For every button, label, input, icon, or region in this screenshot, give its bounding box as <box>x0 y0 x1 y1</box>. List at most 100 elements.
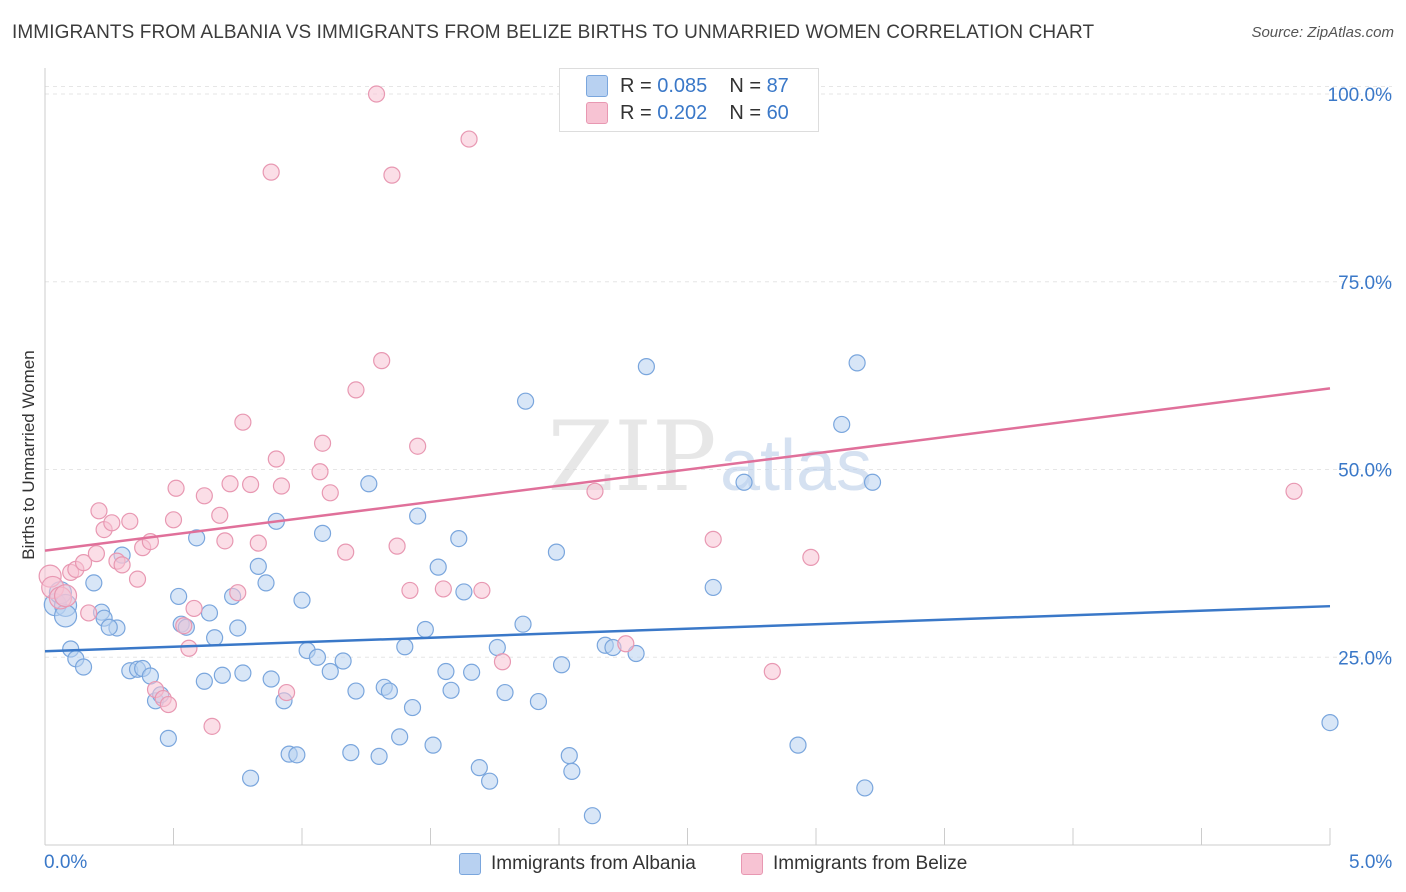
belize-point-32 <box>234 413 252 431</box>
y-tick-labels: 25.0% 50.0% 75.0% 100.0% <box>1328 85 1393 669</box>
albania-point-72 <box>563 762 581 781</box>
albania-point-69 <box>547 543 566 561</box>
albania-point-50 <box>391 728 409 746</box>
y-tick-label-1: 50.0% <box>1338 461 1392 482</box>
belize-point-14 <box>121 512 139 530</box>
albania-r-label: R = <box>620 74 652 97</box>
trend-lines <box>44 387 1331 653</box>
bottom-belize-swatch <box>741 853 763 875</box>
albania-point-23 <box>195 672 213 690</box>
belize-r-value: 0.202 <box>657 101 708 124</box>
albania-point-68 <box>529 692 548 711</box>
albania-point-30 <box>242 769 260 787</box>
belize-point-59 <box>1285 482 1303 500</box>
belize-n-value: 60 <box>766 101 789 124</box>
grid-lines <box>45 86 1392 658</box>
albania-point-71 <box>560 747 578 765</box>
bottom-legend-albania: Immigrants from Albania <box>459 850 696 878</box>
albania-point-32 <box>257 574 275 592</box>
legend-row-belize: R = 0.202 N = 60 <box>586 100 789 126</box>
albania-point-19 <box>170 587 188 606</box>
albania-point-6 <box>74 658 93 676</box>
belize-point-56 <box>704 530 722 548</box>
albania-n-label: N = <box>729 74 761 97</box>
belize-point-11 <box>103 514 121 532</box>
belize-point-30 <box>221 475 239 493</box>
albania-r-value: 0.085 <box>657 74 708 97</box>
albania-point-67 <box>516 392 535 410</box>
belize-point-45 <box>373 352 391 370</box>
belize-point-27 <box>203 717 221 735</box>
albania-point-52 <box>403 698 422 717</box>
correlation-legend: R = 0.085 N = 87 R = 0.202 N = 60 <box>559 68 819 132</box>
albania-point-40 <box>308 648 327 666</box>
albania-trend-line <box>44 604 1331 653</box>
albania-point-38 <box>293 591 311 609</box>
watermark-atlas: atlas <box>720 426 872 506</box>
albania-point-31 <box>249 557 267 575</box>
albania-point-60 <box>455 583 473 601</box>
albania-point-45 <box>347 682 365 700</box>
albania-point-77 <box>637 358 655 376</box>
belize-point-44 <box>367 85 386 103</box>
albania-point-59 <box>450 529 468 548</box>
albania-point-86 <box>100 618 118 636</box>
belize-point-49 <box>409 437 427 455</box>
albania-point-73 <box>583 807 602 825</box>
belize-point-23 <box>175 617 193 635</box>
belize-point-51 <box>460 130 478 148</box>
bottom-belize-label: Immigrants from Belize <box>773 853 968 874</box>
belize-point-54 <box>586 482 604 500</box>
belize-point-58 <box>802 548 820 566</box>
albania-point-64 <box>488 638 506 657</box>
belize-point-55 <box>617 635 635 653</box>
albania-point-56 <box>429 558 447 576</box>
albania-point-33 <box>262 670 280 688</box>
albania-points <box>43 354 1339 825</box>
albania-point-7 <box>85 574 103 592</box>
albania-n-value: 87 <box>766 74 789 97</box>
bottom-albania-label: Immigrants from Albania <box>491 853 696 874</box>
bottom-legend-belize: Immigrants from Belize <box>741 850 967 878</box>
albania-point-25 <box>206 629 224 647</box>
albania-point-66 <box>514 615 532 633</box>
albania-point-57 <box>437 662 455 681</box>
belize-point-24 <box>180 639 198 657</box>
belize-point-43 <box>347 381 365 399</box>
albania-point-43 <box>334 652 352 670</box>
belize-point-21 <box>164 511 183 529</box>
belize-point-41 <box>321 484 339 502</box>
albania-point-61 <box>463 663 481 681</box>
albania-point-29 <box>234 664 252 682</box>
belize-point-6 <box>74 554 93 572</box>
albania-point-53 <box>409 507 427 525</box>
belize-point-25 <box>185 599 203 618</box>
albania-point-54 <box>416 620 434 639</box>
albania-point-63 <box>481 772 499 790</box>
belize-point-42 <box>337 543 355 561</box>
albania-point-28 <box>229 619 247 637</box>
belize-point-39 <box>311 463 329 481</box>
belize-point-22 <box>167 479 185 497</box>
belize-point-50 <box>434 580 452 598</box>
belize-point-33 <box>242 475 260 494</box>
belize-r-label: R = <box>620 101 652 124</box>
albania-point-51 <box>396 638 414 656</box>
albania-point-65 <box>496 683 514 702</box>
belize-point-52 <box>473 581 491 600</box>
albania-point-47 <box>370 747 388 765</box>
legend-row-albania: R = 0.085 N = 87 <box>586 73 789 99</box>
y-tick-label-0: 25.0% <box>1338 648 1392 669</box>
belize-n-label: N = <box>729 101 761 124</box>
belize-point-47 <box>388 537 406 555</box>
x-tick-max: 5.0% <box>1349 852 1393 873</box>
albania-point-22 <box>188 529 206 547</box>
belize-point-35 <box>262 163 280 181</box>
albania-point-24 <box>200 604 219 622</box>
albania-point-79 <box>735 473 753 491</box>
albania-point-42 <box>321 662 339 681</box>
belize-point-26 <box>195 487 213 505</box>
x-tick-min: 0.0% <box>44 852 88 873</box>
albania-point-62 <box>470 759 488 777</box>
belize-point-57 <box>763 662 781 681</box>
